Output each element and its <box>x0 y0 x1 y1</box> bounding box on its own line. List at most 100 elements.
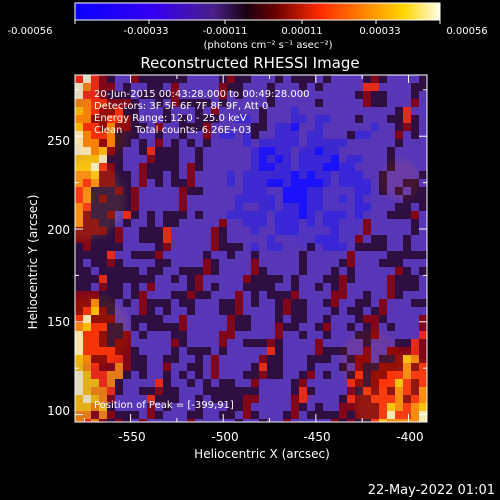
heatmap-cell <box>179 91 187 99</box>
heatmap-cell <box>411 291 419 299</box>
heatmap-cell <box>403 163 411 171</box>
heatmap-cell <box>147 155 155 163</box>
heatmap-cell <box>387 179 395 187</box>
heatmap-cell <box>91 163 99 171</box>
heatmap-cell <box>83 75 91 83</box>
heatmap-cell <box>211 403 219 411</box>
heatmap-cell <box>179 315 187 323</box>
heatmap-cell <box>275 195 283 203</box>
heatmap-cell <box>307 195 315 203</box>
heatmap-cell <box>187 91 195 99</box>
heatmap-cell <box>323 227 331 235</box>
heatmap-cell <box>291 403 299 411</box>
heatmap-cell <box>363 323 371 331</box>
heatmap-cell <box>371 419 379 422</box>
heatmap-cell <box>299 347 307 355</box>
heatmap-cell <box>147 315 155 323</box>
heatmap-cell <box>403 203 411 211</box>
heatmap-cell <box>307 75 315 83</box>
heatmap-cell <box>227 139 235 147</box>
heatmap-cell <box>123 323 131 331</box>
heatmap-cell <box>227 83 235 91</box>
heatmap-cell <box>291 99 299 107</box>
heatmap-cell <box>131 243 139 251</box>
heatmap-cell <box>283 155 291 163</box>
heatmap-cell <box>131 123 139 131</box>
heatmap-cell <box>147 251 155 259</box>
heatmap-cell <box>203 179 211 187</box>
heatmap-cell <box>155 291 163 299</box>
heatmap-cell <box>107 83 115 91</box>
heatmap-cell <box>227 235 235 243</box>
heatmap-cell <box>195 291 203 299</box>
heatmap-cell <box>347 267 355 275</box>
heatmap-cell <box>155 371 163 379</box>
heatmap-cell <box>147 203 155 211</box>
heatmap-cell <box>243 411 251 419</box>
heatmap-cell <box>331 363 339 371</box>
heatmap-cell <box>403 315 411 323</box>
heatmap-cell <box>115 203 123 211</box>
heatmap-cell <box>411 307 419 315</box>
heatmap-cell <box>307 171 315 179</box>
heatmap-cell <box>315 83 323 91</box>
heatmap-cell <box>115 211 123 219</box>
heatmap-cell <box>339 211 347 219</box>
heatmap-cell <box>227 291 235 299</box>
heatmap-cell <box>363 307 371 315</box>
heatmap-cell <box>387 235 395 243</box>
heatmap-cell <box>83 331 91 339</box>
heatmap-cell <box>115 123 123 131</box>
heatmap-cell <box>235 179 243 187</box>
heatmap-cell <box>339 147 347 155</box>
heatmap-cell <box>419 115 427 123</box>
heatmap-cell <box>211 187 219 195</box>
heatmap-cell <box>371 323 379 331</box>
heatmap-cell <box>91 195 99 203</box>
heatmap-cell <box>131 227 139 235</box>
heatmap-cell <box>411 331 419 339</box>
heatmap-cell <box>371 291 379 299</box>
heatmap-cell <box>379 187 387 195</box>
heatmap-cell <box>195 307 203 315</box>
heatmap-cell <box>195 171 203 179</box>
heatmap-cell <box>267 227 275 235</box>
heatmap-cell <box>91 411 99 419</box>
heatmap-cell <box>331 355 339 363</box>
heatmap-cell <box>203 155 211 163</box>
heatmap-cell <box>235 131 243 139</box>
heatmap-cell <box>387 291 395 299</box>
heatmap-cell <box>139 395 147 403</box>
heatmap-cell <box>379 155 387 163</box>
heatmap-cell <box>123 107 131 115</box>
heatmap-cell <box>419 195 427 203</box>
heatmap-cell <box>187 387 195 395</box>
heatmap-cell <box>99 259 107 267</box>
heatmap-cell <box>395 147 403 155</box>
heatmap-cell <box>299 363 307 371</box>
heatmap-cell <box>115 235 123 243</box>
heatmap-cell <box>243 387 251 395</box>
heatmap-cell <box>75 155 83 163</box>
heatmap-cell <box>171 227 179 235</box>
heatmap-cell <box>219 339 227 347</box>
heatmap-cell <box>259 355 267 363</box>
heatmap-cell <box>363 395 371 403</box>
heatmap-cell <box>75 91 83 99</box>
heatmap-cell <box>179 307 187 315</box>
heatmap-cell <box>259 243 267 251</box>
heatmap-cell <box>323 155 331 163</box>
heatmap-cell <box>347 187 355 195</box>
heatmap-cell <box>267 315 275 323</box>
heatmap-cell <box>347 131 355 139</box>
heatmap-cell <box>171 403 179 411</box>
heatmap-cell <box>155 403 163 411</box>
heatmap-cell <box>339 339 347 347</box>
heatmap-cell <box>315 235 323 243</box>
heatmap-cell <box>371 123 379 131</box>
heatmap-cell <box>299 395 307 403</box>
heatmap-cell <box>115 195 123 203</box>
heatmap-cell <box>227 203 235 211</box>
heatmap-cell <box>147 371 155 379</box>
heatmap-cell <box>259 411 267 419</box>
